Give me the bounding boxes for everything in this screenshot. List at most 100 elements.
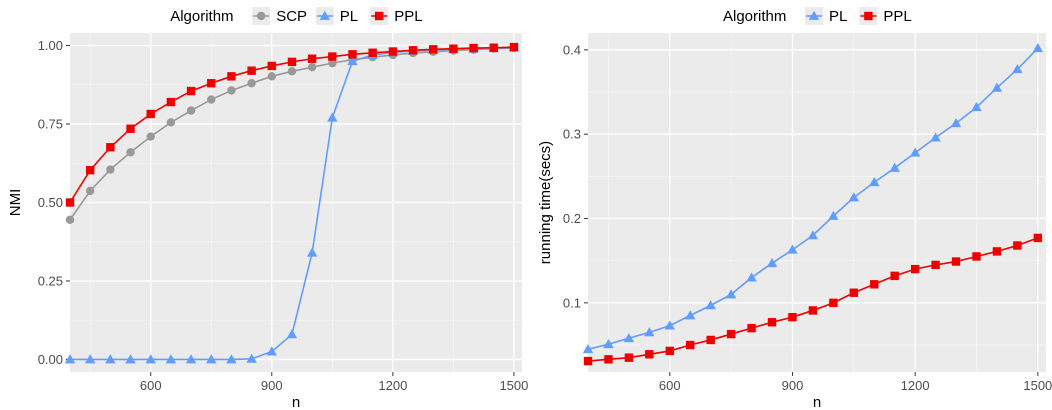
data-point-ppl xyxy=(408,46,418,55)
data-point-scp xyxy=(65,215,75,224)
y-tick-label: 0.4 xyxy=(563,42,581,57)
data-point-ppl xyxy=(726,329,736,339)
data-point-pl xyxy=(1012,64,1023,74)
legend-item-pl: PL xyxy=(805,7,847,25)
legend-key-marker xyxy=(319,10,330,20)
data-point-ppl xyxy=(665,346,674,356)
chart-panel-1: 600 900 1200 1500 0.00 0.25 0.50 0.75 1.00 n NMI Al… xyxy=(7,7,528,410)
data-point-scp xyxy=(85,186,95,196)
data-point-ppl xyxy=(910,264,920,274)
data-point-ppl xyxy=(186,86,196,96)
x-axis-title: n xyxy=(813,394,821,410)
data-point-pl xyxy=(991,82,1003,92)
data-point-ppl xyxy=(287,57,297,67)
y-axis-title: running time(secs) xyxy=(537,141,554,264)
x-tick-label: 900 xyxy=(261,378,283,393)
data-point-pl xyxy=(930,132,941,142)
legend-title: Algorithm xyxy=(723,8,786,25)
data-point-ppl xyxy=(849,288,859,297)
x-axis-title: n xyxy=(292,394,300,410)
data-point-ppl xyxy=(583,356,593,366)
legend-label: PL xyxy=(340,8,358,25)
grid-lines xyxy=(70,33,522,372)
y-tick-label: 0.00 xyxy=(38,352,63,367)
data-point-pl xyxy=(105,354,116,364)
legend-item-ppl: PPL xyxy=(859,7,912,25)
data-point-ppl xyxy=(972,252,981,261)
data-point-pl xyxy=(185,354,197,364)
data-point-pl xyxy=(306,247,318,257)
data-point-ppl xyxy=(328,52,337,61)
data-point-scp xyxy=(227,86,236,95)
x-tick-label: 600 xyxy=(140,378,162,393)
data-point-ppl xyxy=(509,42,519,52)
data-point-ppl xyxy=(808,306,818,315)
data-point-scp xyxy=(166,118,176,127)
data-point-pl xyxy=(125,354,136,364)
y-tick-label: 0.25 xyxy=(38,273,63,288)
data-point-ppl xyxy=(489,43,498,52)
legend-key-marker xyxy=(257,11,266,21)
data-point-ppl xyxy=(829,298,838,308)
data-point-ppl xyxy=(1033,233,1043,243)
data-point-ppl xyxy=(449,44,458,53)
data-point-ppl xyxy=(388,47,398,56)
data-point-ppl xyxy=(85,165,95,175)
legend: Algorithm SCP PL PPL xyxy=(170,7,423,25)
plot-background xyxy=(588,33,1046,372)
data-point-pl xyxy=(705,300,716,310)
data-point-scp xyxy=(186,106,196,115)
data-point-pl xyxy=(165,354,177,364)
data-point-pl xyxy=(644,327,655,337)
data-point-scp xyxy=(287,67,297,76)
grid-lines xyxy=(588,33,1046,372)
data-point-scp xyxy=(328,58,337,68)
data-point-pl xyxy=(664,320,675,330)
data-point-ppl xyxy=(166,97,176,107)
data-point-pl xyxy=(746,272,757,282)
x-tick-label: 1200 xyxy=(378,378,407,393)
data-point-ppl xyxy=(747,323,756,333)
data-point-ppl xyxy=(469,43,478,53)
data-point-pl xyxy=(603,338,614,349)
data-point-ppl xyxy=(429,45,438,54)
data-point-scp xyxy=(247,79,256,88)
legend-label: PPL xyxy=(883,8,911,25)
data-point-ppl xyxy=(207,79,216,88)
data-point-ppl xyxy=(767,318,777,327)
data-point-pl xyxy=(1032,42,1044,53)
data-point-pl xyxy=(766,258,778,268)
legend-title: Algorithm xyxy=(170,8,233,25)
data-point-ppl xyxy=(227,72,236,81)
data-point-pl xyxy=(971,102,982,112)
data-point-pl xyxy=(869,177,880,187)
data-point-pl xyxy=(828,210,839,220)
legend-item-pl: PL xyxy=(315,7,358,25)
data-point-pl xyxy=(787,244,798,254)
legend-label: PL xyxy=(829,8,847,25)
data-point-pl xyxy=(347,56,358,66)
data-point-ppl xyxy=(870,280,879,289)
data-point-pl xyxy=(725,289,737,299)
x-tick-label: 900 xyxy=(782,378,804,393)
data-point-scp xyxy=(307,63,317,72)
data-point-scp xyxy=(267,72,276,81)
y-tick-label: 0.50 xyxy=(38,195,63,210)
legend-key-marker xyxy=(864,11,873,21)
data-point-pl xyxy=(286,329,298,339)
data-point-ppl xyxy=(992,247,1002,256)
data-point-scp xyxy=(207,95,216,104)
data-point-pl xyxy=(84,354,96,364)
chart-panel-2: 600 900 1200 1500 0.1 0.2 0.3 0.4 n running time(… xyxy=(537,7,1052,410)
legend: Algorithm PL PPL xyxy=(723,7,912,25)
x-tick-label: 1500 xyxy=(499,378,528,393)
y-tick-label: 1.00 xyxy=(38,38,63,53)
data-point-ppl xyxy=(951,257,961,266)
legend-key-marker xyxy=(375,11,384,21)
data-point-scp xyxy=(126,148,135,157)
data-point-pl xyxy=(889,162,900,172)
data-point-ppl xyxy=(686,340,695,350)
data-point-pl xyxy=(145,354,156,364)
x-tick-label: 1500 xyxy=(1023,378,1052,393)
